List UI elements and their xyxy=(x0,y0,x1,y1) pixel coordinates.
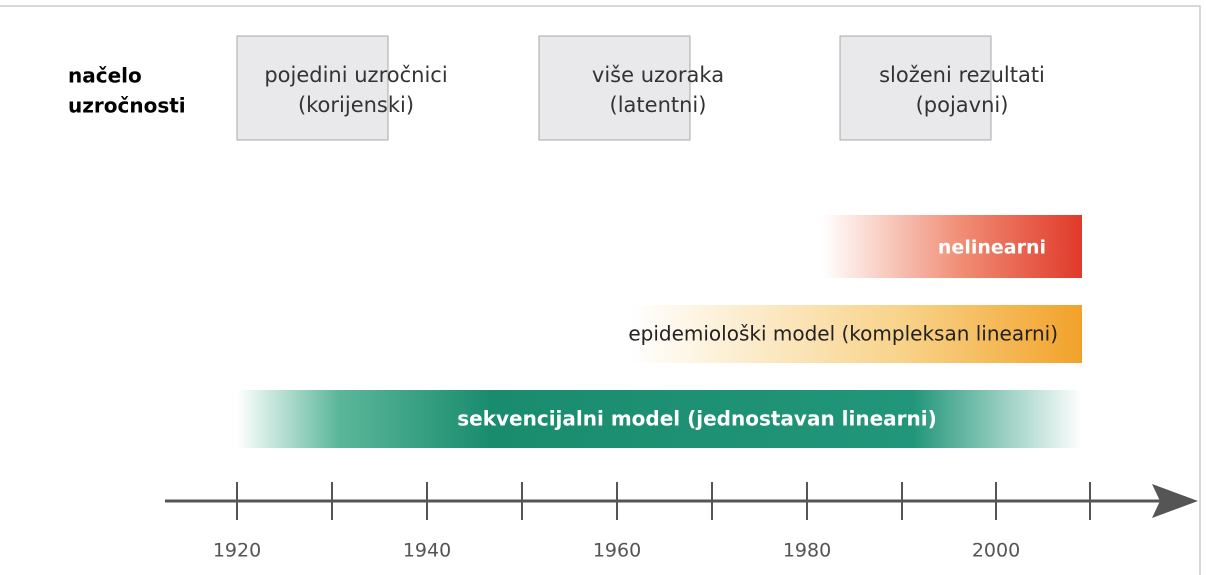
principle-label: načelo xyxy=(68,64,142,88)
box xyxy=(236,35,389,141)
box-text: (pojavni) xyxy=(916,93,1009,117)
box xyxy=(538,35,691,141)
year-label: 2000 xyxy=(972,540,1020,562)
year-label: 1960 xyxy=(593,540,641,562)
box-text: više uzoraka xyxy=(592,63,724,87)
principle-label: uzročnosti xyxy=(68,94,186,118)
box-text: složeni rezultati xyxy=(879,63,1045,87)
year-label: 1920 xyxy=(213,540,261,562)
bar xyxy=(630,305,1082,363)
box-text: (korijenski) xyxy=(298,93,414,117)
bar-label: sekvencijalni model (jednostavan linearn… xyxy=(457,407,937,431)
year-label: 1940 xyxy=(403,540,451,562)
box-text: (latentni) xyxy=(610,93,707,117)
year-label: 1980 xyxy=(783,540,831,562)
box-text: pojedini uzročnici xyxy=(264,63,447,87)
bar xyxy=(822,215,1082,278)
frame xyxy=(0,5,1201,575)
axis-arrow xyxy=(1152,484,1198,518)
bar-label: nelinearni xyxy=(938,237,1046,259)
bar xyxy=(237,390,1082,448)
bar-label: epidemiološki model (kompleksan linearni… xyxy=(628,322,1058,346)
box xyxy=(839,35,992,141)
